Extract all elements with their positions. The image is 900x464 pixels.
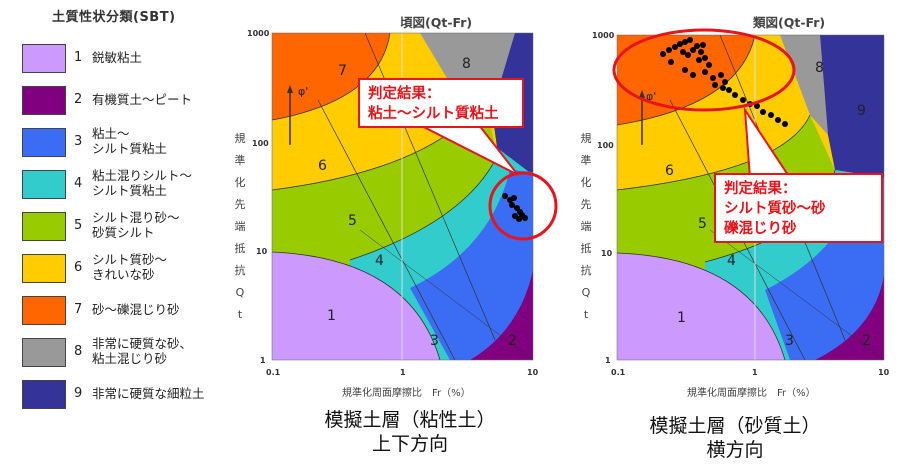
result-ellipse bbox=[612, 28, 796, 112]
legend-label: 有機質土～ピート bbox=[92, 92, 193, 107]
xtick: 1 bbox=[400, 368, 406, 377]
swatch-7 bbox=[22, 296, 66, 325]
legend-num: 2 bbox=[74, 92, 83, 107]
legend-label: 粘土混りシルト～ シルト質粘土 bbox=[92, 168, 193, 198]
swatch-3 bbox=[22, 128, 66, 157]
legend-item-8: 8 非常に硬質な砂、 粘土混じり砂 bbox=[22, 336, 232, 378]
legend-label: 粘土～ シルト質粘土 bbox=[92, 126, 168, 156]
swatch-9 bbox=[22, 380, 66, 409]
chart-title: 頃図(Qt-Fr) bbox=[400, 15, 473, 30]
result-callout: 判定結果： シルト質砂～砂 礫混じり砂 bbox=[714, 173, 883, 243]
svg-text:2: 2 bbox=[508, 333, 517, 349]
ytick: 1000 bbox=[592, 31, 615, 40]
ytick: 100 bbox=[597, 141, 614, 150]
legend-item-7: 7 砂～礫混じり砂 bbox=[22, 296, 232, 336]
legend-item-1: 1 鋭敏粘土 bbox=[22, 44, 232, 84]
svg-text:1: 1 bbox=[677, 310, 686, 326]
chart-caption: 模擬土層（粘性土） 上下方向 bbox=[324, 409, 496, 455]
legend-num: 3 bbox=[74, 134, 83, 149]
svg-text:4: 4 bbox=[375, 253, 384, 269]
legend-item-2: 2 有機質土～ピート bbox=[22, 86, 232, 126]
svg-text:3: 3 bbox=[430, 333, 439, 349]
ytick: 1 bbox=[605, 356, 611, 365]
legend-num: 5 bbox=[74, 218, 83, 233]
phi-label: φ' bbox=[646, 90, 656, 103]
y-axis-label: 規 準 化 先 端 抵 抗 Q t bbox=[234, 132, 246, 321]
x-axis-label: 規準化周面摩擦比 Fr（%） bbox=[687, 388, 816, 399]
xtick: 10 bbox=[527, 368, 539, 377]
svg-text:6: 6 bbox=[318, 158, 327, 174]
swatch-6 bbox=[22, 254, 66, 283]
swatch-5 bbox=[22, 212, 66, 241]
phi-label: φ' bbox=[298, 85, 308, 98]
legend-label: 非常に硬質な細粒土 bbox=[92, 386, 205, 401]
xtick: 1 bbox=[752, 368, 758, 377]
legend-label: 砂～礫混じり砂 bbox=[92, 302, 180, 317]
ytick: 1 bbox=[260, 356, 266, 365]
legend-label: シルト混り砂～ 砂質シルト bbox=[92, 210, 180, 240]
legend-num: 1 bbox=[74, 50, 83, 65]
y-axis-label: 規 準 化 先 端 抵 抗 Q t bbox=[580, 132, 592, 321]
swatch-1 bbox=[22, 44, 66, 73]
svg-text:9: 9 bbox=[857, 103, 866, 119]
chart-caption: 模擬土層（砂質土） 横方向 bbox=[649, 415, 821, 461]
svg-text:7: 7 bbox=[338, 63, 347, 79]
legend-num: 6 bbox=[74, 260, 83, 275]
xtick: 10 bbox=[878, 368, 890, 377]
svg-text:5: 5 bbox=[348, 213, 357, 229]
chart-left: 頃図(Qt-Fr) bbox=[230, 0, 570, 464]
legend-item-5: 5 シルト混り砂～ 砂質シルト bbox=[22, 210, 232, 252]
chart-title: 類図(Qt-Fr) bbox=[753, 15, 826, 30]
swatch-4 bbox=[22, 170, 66, 199]
legend-item-6: 6 シルト質砂～ きれいな砂 bbox=[22, 252, 232, 294]
swatch-8 bbox=[22, 338, 66, 367]
svg-text:8: 8 bbox=[815, 60, 824, 76]
legend-num: 8 bbox=[74, 344, 83, 359]
legend-item-3: 3 粘土～ シルト質粘土 bbox=[22, 126, 232, 168]
svg-text:3: 3 bbox=[785, 333, 794, 349]
chart-right: 類図(Qt-Fr) bbox=[575, 0, 900, 464]
ytick: 10 bbox=[256, 247, 268, 256]
svg-text:5: 5 bbox=[698, 216, 707, 232]
legend-label: 鋭敏粘土 bbox=[92, 50, 143, 65]
legend-item-4: 4 粘土混りシルト～ シルト質粘土 bbox=[22, 168, 232, 210]
ytick: 10 bbox=[601, 249, 613, 258]
svg-text:6: 6 bbox=[665, 163, 674, 179]
swatch-2 bbox=[22, 86, 66, 115]
xtick: 0.1 bbox=[266, 368, 281, 377]
x-axis-label: 規準化周面摩擦比 Fr（%） bbox=[342, 388, 471, 399]
legend-item-9: 9 非常に硬質な細粒土 bbox=[22, 380, 232, 420]
legend-title: 土質性状分類(SBT) bbox=[52, 10, 176, 25]
result-callout: 判定結果： 粘土～シルト質粘土 bbox=[358, 78, 524, 128]
svg-text:1: 1 bbox=[327, 308, 336, 324]
svg-text:2: 2 bbox=[862, 333, 871, 349]
legend-num: 9 bbox=[74, 386, 83, 401]
legend-num: 4 bbox=[74, 176, 83, 191]
svg-text:8: 8 bbox=[462, 56, 471, 72]
sbt-chart-plot: 7 8 6 5 4 1 3 2 φ' bbox=[271, 32, 558, 361]
legend-num: 7 bbox=[74, 302, 83, 317]
svg-text:4: 4 bbox=[727, 253, 736, 269]
legend-label: 非常に硬質な砂、 粘土混じり砂 bbox=[92, 336, 193, 366]
legend-label: シルト質砂～ きれいな砂 bbox=[92, 252, 168, 282]
xtick: 0.1 bbox=[611, 368, 626, 377]
ytick: 1000 bbox=[247, 29, 270, 38]
result-circle bbox=[488, 171, 558, 241]
ytick: 100 bbox=[252, 139, 269, 148]
